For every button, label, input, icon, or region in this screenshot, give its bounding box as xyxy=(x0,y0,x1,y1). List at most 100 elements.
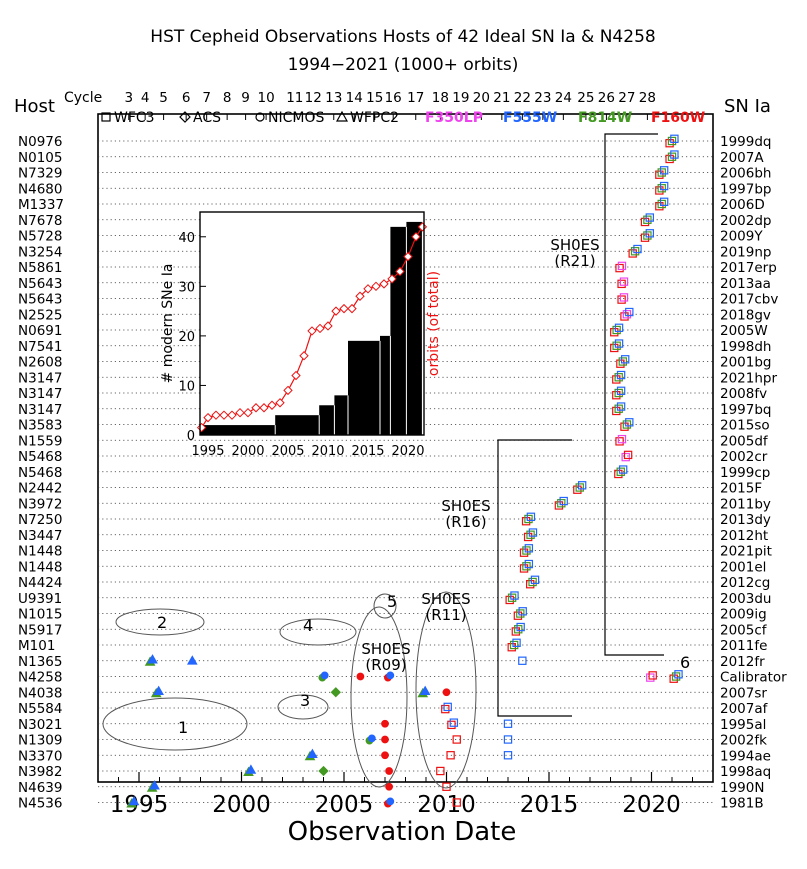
left-axis-label: Host xyxy=(14,96,55,117)
host-label: N3447 xyxy=(18,528,62,544)
square-marker xyxy=(443,702,452,712)
square-marker xyxy=(559,496,568,506)
triangle-marker xyxy=(128,795,140,806)
square-marker xyxy=(524,544,534,553)
orbits-point xyxy=(363,284,373,294)
orbits-point xyxy=(387,274,397,284)
chart-title: HST Cepheid Observations Hosts of 42 Ide… xyxy=(150,27,655,47)
inset-bar xyxy=(319,405,335,435)
inset-y-tick-label: 0 xyxy=(187,429,195,444)
sn-label: 1998dh xyxy=(720,339,771,355)
x-axis-label: Observation Date xyxy=(288,817,517,847)
orbits-point xyxy=(307,326,317,336)
diamond-marker xyxy=(330,687,341,698)
square-marker xyxy=(617,295,626,304)
inset-x-tick-label: 1995 xyxy=(191,444,224,459)
shoes-label-line: (R09) xyxy=(365,656,406,674)
square-marker xyxy=(646,673,655,682)
square-marker xyxy=(625,418,634,427)
host-label: N3021 xyxy=(18,717,62,733)
square-marker xyxy=(667,152,677,161)
square-marker xyxy=(628,249,637,258)
square-marker xyxy=(617,279,626,289)
inset-y-tick-label: 10 xyxy=(178,379,195,394)
cycle-label: 15 xyxy=(366,90,383,106)
sn-label: 1997bp xyxy=(720,181,772,197)
square-marker xyxy=(614,404,623,413)
sn-label: 2008fv xyxy=(720,386,767,402)
inset-frame xyxy=(199,211,425,436)
host-label: N7541 xyxy=(18,339,62,355)
host-label: M1337 xyxy=(18,197,64,213)
host-label: N3147 xyxy=(18,370,62,386)
cycle-label: 18 xyxy=(432,90,449,106)
square-marker xyxy=(554,501,564,510)
group-number-label: 4 xyxy=(303,616,313,635)
square-marker xyxy=(528,577,537,587)
host-label: N5728 xyxy=(18,229,62,245)
inset-y-tick-label: 20 xyxy=(178,330,195,345)
cycle-label: 3 xyxy=(124,90,133,106)
host-label: N1015 xyxy=(18,607,62,623)
host-label: N7250 xyxy=(18,512,62,528)
group-ellipse xyxy=(373,593,397,619)
square-marker xyxy=(640,233,650,242)
host-label: N7678 xyxy=(18,213,62,229)
sn-label: 1994ae xyxy=(720,748,771,764)
sn-label: 2013dy xyxy=(720,512,771,528)
cycle-label: 12 xyxy=(305,90,322,106)
host-label: N4424 xyxy=(18,575,62,591)
observation-points xyxy=(126,134,683,808)
host-label: M101 xyxy=(18,638,55,654)
host-label: N5468 xyxy=(18,465,62,481)
group-number-label: 2 xyxy=(157,613,167,632)
square-marker xyxy=(657,184,666,193)
square-marker xyxy=(616,402,626,411)
inset-x-tick-label: 2005 xyxy=(271,444,304,459)
host-label: N4038 xyxy=(18,685,62,701)
square-marker xyxy=(657,199,666,209)
square-marker xyxy=(655,170,664,179)
sn-label: 2009ig xyxy=(720,607,767,623)
legend-filter-label: F160W xyxy=(651,110,705,126)
sn-label: 1997bq xyxy=(720,402,772,418)
circle-marker xyxy=(356,672,365,681)
orbits-point xyxy=(275,398,285,408)
sn-label: 2012fr xyxy=(720,654,765,670)
host-label: N4258 xyxy=(18,670,62,686)
square-marker xyxy=(523,532,533,542)
sn-label: 2017erp xyxy=(720,260,777,276)
square-marker xyxy=(623,450,633,460)
square-marker xyxy=(449,718,459,727)
host-label: N2525 xyxy=(18,307,62,323)
legend-instrument-label: WFC3 xyxy=(114,110,155,126)
inset-y-axis-label: # modern SNe Ia xyxy=(160,264,176,384)
inset-bar xyxy=(334,395,348,435)
square-marker xyxy=(645,213,655,222)
square-marker xyxy=(521,516,531,526)
square-marker xyxy=(612,406,621,416)
orbits-point xyxy=(283,385,293,396)
cycle-label: 10 xyxy=(258,90,275,106)
circle-marker xyxy=(386,671,395,680)
square-marker xyxy=(614,339,624,348)
cycle-label: 11 xyxy=(286,90,303,106)
sn-label: 2001el xyxy=(720,559,766,575)
cycle-label: 9 xyxy=(241,90,250,106)
circle-marker xyxy=(386,797,395,806)
sn-label: 2002fk xyxy=(720,733,767,749)
orbits-point xyxy=(347,303,357,314)
square-marker xyxy=(612,325,621,335)
group-number-label: 5 xyxy=(387,592,397,611)
legend-instrument-label: ACS xyxy=(193,110,221,126)
square-marker xyxy=(612,375,621,384)
square-marker xyxy=(665,139,674,148)
cycle-label: 14 xyxy=(346,90,363,106)
square-marker xyxy=(524,559,534,569)
square-marker xyxy=(667,136,677,146)
r21-bracket xyxy=(604,133,664,656)
inset-bar xyxy=(380,335,391,435)
host-label: N5917 xyxy=(18,622,62,638)
circle-marker xyxy=(381,735,389,744)
orbits-point xyxy=(211,410,221,420)
